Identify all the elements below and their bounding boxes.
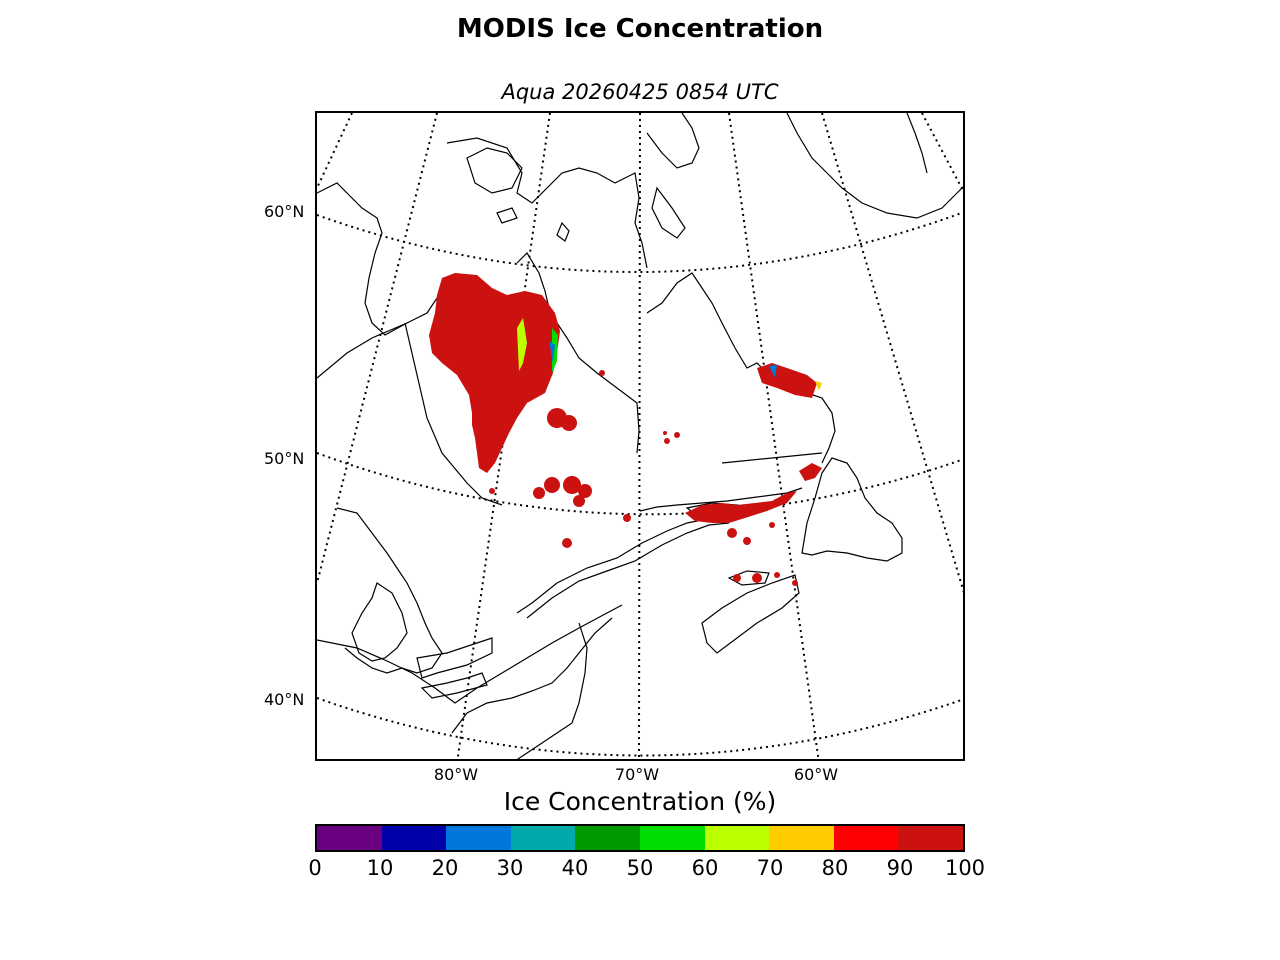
lat-label-60n: 60°N bbox=[264, 202, 305, 221]
colorbar-segment-9 bbox=[898, 826, 963, 850]
colorbar-tick-label: 60 bbox=[691, 856, 719, 880]
colorbar-tick-label: 70 bbox=[756, 856, 784, 880]
graticule-parallels bbox=[317, 211, 963, 757]
colorbar-tick-label: 20 bbox=[431, 856, 459, 880]
meridian-55w bbox=[821, 113, 963, 594]
ice-fringe-low bbox=[517, 318, 527, 371]
colorbar-tick-label: 50 bbox=[626, 856, 654, 880]
colorbar-label: Ice Concentration (%) bbox=[503, 787, 777, 816]
colorbar bbox=[315, 824, 965, 852]
colorbar-segment-6 bbox=[704, 826, 770, 850]
colorbar-segment-1 bbox=[381, 826, 447, 850]
map-canvas bbox=[317, 113, 963, 759]
colorbar-segment-3 bbox=[510, 826, 576, 850]
colorbar-tick-label: 0 bbox=[308, 856, 322, 880]
ice-gulf bbox=[685, 491, 797, 523]
colorbar-segment-4 bbox=[575, 826, 640, 850]
ice-labrador-blue bbox=[769, 365, 777, 378]
parallel-50n bbox=[317, 452, 963, 516]
colorbar-segment-8 bbox=[833, 826, 899, 850]
lon-label-70w: 70°W bbox=[614, 765, 660, 784]
lat-label-50n: 50°N bbox=[264, 449, 305, 468]
lon-label-60w: 60°W bbox=[793, 765, 839, 784]
plot-title: MODIS Ice Concentration bbox=[456, 14, 824, 44]
meridian-60w bbox=[728, 113, 820, 759]
coastlines bbox=[317, 113, 963, 759]
colorbar-tick-label: 40 bbox=[561, 856, 589, 880]
ice-labrador bbox=[757, 363, 817, 398]
colorbar-tick-label: 80 bbox=[821, 856, 849, 880]
graticule-meridians bbox=[317, 113, 963, 759]
plot-subtitle: Aqua 20260425 0854 UTC bbox=[501, 80, 779, 104]
colorbar-tick-label: 30 bbox=[496, 856, 524, 880]
meridian-90w bbox=[317, 113, 353, 189]
lon-label-80w: 80°W bbox=[433, 765, 479, 784]
colorbar-segment-5 bbox=[639, 826, 705, 850]
ice-hudson-bay bbox=[429, 273, 560, 473]
meridian-70w bbox=[638, 113, 641, 759]
ice-scatter-quebec bbox=[489, 370, 670, 548]
ice-fringe-blue bbox=[549, 341, 555, 363]
ice-gulf-north bbox=[799, 463, 822, 481]
parallel-40n bbox=[317, 697, 963, 757]
colorbar-tick-label: 90 bbox=[886, 856, 914, 880]
ice-concentration-layer bbox=[429, 273, 822, 586]
meridian-80w bbox=[456, 113, 551, 759]
ice-scatter-gulf bbox=[663, 431, 798, 586]
lat-label-40n: 40°N bbox=[264, 690, 305, 709]
parallel-60n bbox=[317, 211, 963, 273]
colorbar-tick-label: 10 bbox=[366, 856, 394, 880]
colorbar-tick-label: 100 bbox=[944, 856, 986, 880]
colorbar-segment-0 bbox=[317, 826, 382, 850]
ice-labrador-yellow bbox=[815, 381, 822, 391]
colorbar-segment-2 bbox=[446, 826, 511, 850]
meridian-50w bbox=[921, 113, 963, 193]
colorbar-segment-7 bbox=[769, 826, 834, 850]
map-panel bbox=[315, 111, 965, 761]
ice-fringe-mid bbox=[552, 328, 558, 373]
